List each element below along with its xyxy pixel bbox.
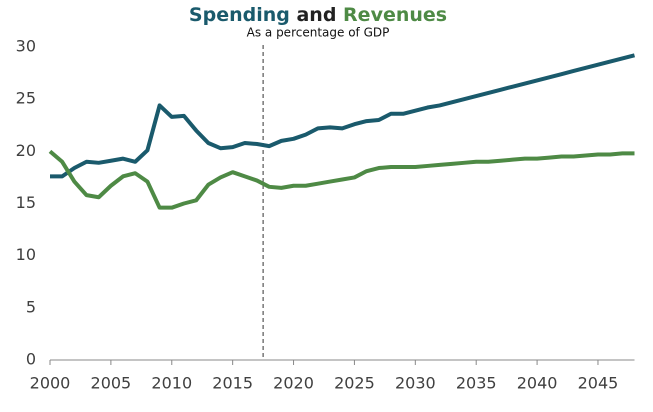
y-tick-label: 15 (16, 193, 36, 212)
x-tick-label: 2035 (456, 374, 497, 393)
x-tick-label: 2020 (273, 374, 314, 393)
title-part: Spending (189, 4, 290, 26)
chart-subtitle: As a percentage of GDP (247, 26, 390, 40)
x-tick-label: 2010 (151, 374, 192, 393)
chart-title: Spending and Revenues (189, 4, 447, 26)
x-tick-label: 2015 (212, 374, 253, 393)
x-tick-label: 2030 (395, 374, 436, 393)
x-tick-label: 2040 (517, 374, 558, 393)
y-tick-label: 30 (16, 37, 36, 56)
y-tick-label: 0 (26, 350, 36, 369)
x-tick-label: 2000 (30, 374, 71, 393)
x-tick-label: 2045 (578, 374, 619, 393)
y-tick-label: 5 (26, 297, 36, 316)
title-part: and (296, 4, 336, 26)
y-tick-label: 25 (16, 89, 36, 108)
y-tick-label: 20 (16, 141, 36, 160)
x-tick-label: 2005 (91, 374, 132, 393)
y-tick-label: 10 (16, 245, 36, 264)
x-tick-label: 2025 (334, 374, 375, 393)
title-part: Revenues (343, 4, 447, 26)
series-line (50, 53, 635, 179)
series-line (48, 149, 635, 210)
